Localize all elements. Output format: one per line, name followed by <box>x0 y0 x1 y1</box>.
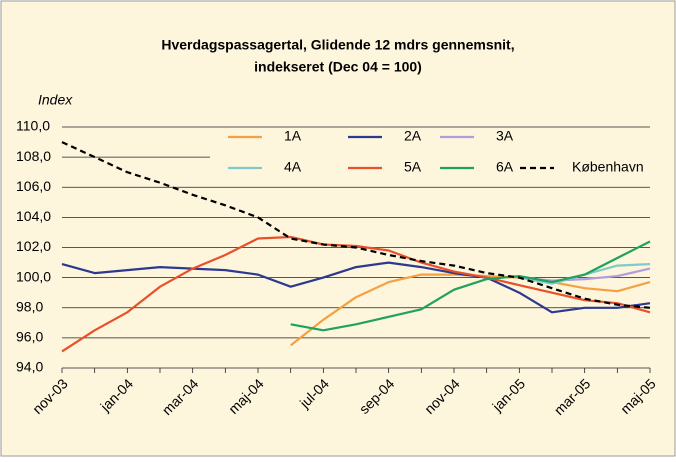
legend-label: 5A <box>404 159 422 175</box>
legend-label: København <box>572 159 644 175</box>
chart-title: indekseret (Dec 04 = 100) <box>254 59 422 75</box>
y-axis-label: Index <box>38 92 73 108</box>
series-line <box>61 141 651 309</box>
series-line <box>290 240 651 332</box>
y-tick-label: 106,0 <box>16 178 51 194</box>
legend-label: 4A <box>284 159 302 175</box>
legend-label: 1A <box>284 128 302 144</box>
series-line <box>61 235 651 353</box>
legend-label: 6A <box>496 159 514 175</box>
legend-box <box>210 134 662 180</box>
y-tick-label: 102,0 <box>16 238 51 254</box>
series-line <box>61 261 651 314</box>
y-tick-label: 104,0 <box>16 208 51 224</box>
y-tick-label: 110,0 <box>16 118 50 134</box>
y-tick-label: 108,0 <box>16 148 51 164</box>
y-tick-label: 100,0 <box>16 268 51 284</box>
legend-label: 2A <box>404 128 422 144</box>
legend-label: 3A <box>496 128 514 144</box>
y-tick-label: 98,0 <box>16 298 43 314</box>
y-tick-label: 94,0 <box>16 359 43 375</box>
chart-title: Hverdagspassagertal, Glidende 12 mdrs ge… <box>161 37 514 53</box>
y-tick-label: 96,0 <box>16 329 43 345</box>
